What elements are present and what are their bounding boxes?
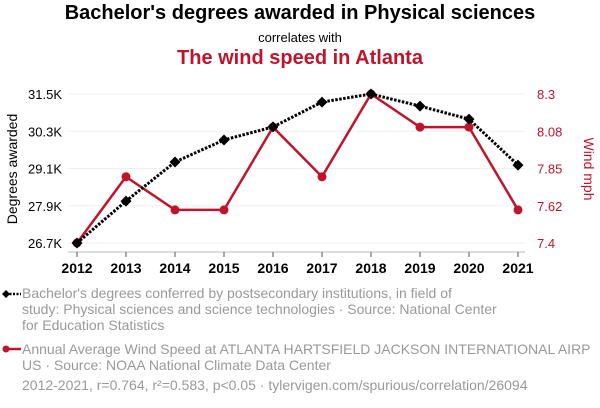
y-axis-left: 26.7K 27.9K 29.1K 30.3K 31.5K [28, 87, 62, 251]
degrees-point [365, 88, 377, 100]
correlation-footer: 2012-2021, r=0.764, r²=0.583, p<0.05 · t… [22, 377, 528, 393]
x-tick-label: 2018 [355, 260, 386, 276]
legend-line: Annual Average Wind Speed at ATLANTA HAR… [22, 341, 591, 357]
x-tick-label: 2012 [61, 260, 92, 276]
degrees-point [169, 156, 181, 168]
wind-speed-point [415, 122, 425, 132]
y-left-tick-label: 26.7K [28, 236, 62, 251]
x-tick-label: 2013 [110, 260, 141, 276]
legend-line: US · Source: NOAA National Climate Data … [22, 357, 331, 373]
legend-line: for Education Statistics [22, 317, 165, 333]
wind-speed-point [170, 205, 180, 215]
legend-line: study: Physical sciences and science tec… [22, 301, 497, 317]
y-right-tick-label: 8.3 [537, 87, 555, 102]
chart-connector: correlates with [258, 30, 342, 45]
y-right-tick-label: 8.08 [537, 124, 562, 139]
wind-speed-point [219, 205, 229, 215]
wind-speed-line [75, 92, 520, 244]
chart-subtitle: The wind speed in Atlanta [177, 47, 423, 69]
x-tick-label: 2015 [208, 260, 239, 276]
y-left-tick-label: 30.3K [28, 124, 62, 139]
legend-diamond-dotted-icon [2, 290, 21, 298]
x-tick-label: 2019 [404, 260, 435, 276]
gridlines [68, 93, 525, 244]
x-tick-label: 2020 [453, 260, 484, 276]
y-right-tick-label: 7.4 [537, 236, 555, 251]
wind-speed-point [513, 205, 523, 215]
x-tick-label: 2021 [502, 260, 533, 276]
degrees-point [512, 159, 524, 171]
degrees-point [71, 237, 83, 249]
y-axis-right-label: Wind mph [581, 137, 597, 200]
legend-line: Bachelor's degrees conferred by postseco… [22, 285, 452, 301]
wind-speed-point [121, 172, 131, 182]
x-tick-label: 2014 [159, 260, 190, 276]
degrees-point [316, 96, 328, 108]
x-tick-label: 2016 [257, 260, 288, 276]
degrees-point [463, 113, 475, 125]
degrees-point [267, 121, 279, 133]
degrees-point [120, 195, 132, 207]
legend-circle-line-icon [2, 345, 21, 353]
y-left-tick-label: 29.1K [28, 162, 62, 177]
y-right-tick-label: 7.62 [537, 199, 562, 214]
y-axis-left-label: Degrees awarded [4, 114, 20, 225]
legend-item-degrees: Bachelor's degrees conferred by postseco… [2, 285, 600, 333]
y-left-tick-label: 27.9K [28, 199, 62, 214]
series-degrees [71, 88, 524, 249]
degrees-line [76, 92, 520, 245]
legend-item-wind: Annual Average Wind Speed at ATLANTA HAR… [2, 341, 600, 373]
y-axis-right: 7.4 7.62 7.85 8.08 8.3 [537, 87, 562, 251]
degrees-point [218, 134, 230, 146]
y-right-tick-label: 7.85 [537, 162, 562, 177]
x-tick-label: 2017 [306, 260, 337, 276]
degrees-point [414, 100, 426, 112]
x-axis: 2012 2013 2014 2015 2016 2017 2018 2019 2020 2021 [61, 251, 534, 276]
chart-title: Bachelor's degrees awarded in Physical s… [64, 2, 536, 24]
wind-speed-point [317, 172, 327, 182]
y-left-tick-label: 31.5K [28, 87, 62, 102]
chart-area: 26.7K 27.9K 29.1K 30.3K 31.5K 7.4 7.62 7.85 8.0… [4, 87, 597, 276]
wind-speed-point [464, 122, 474, 132]
